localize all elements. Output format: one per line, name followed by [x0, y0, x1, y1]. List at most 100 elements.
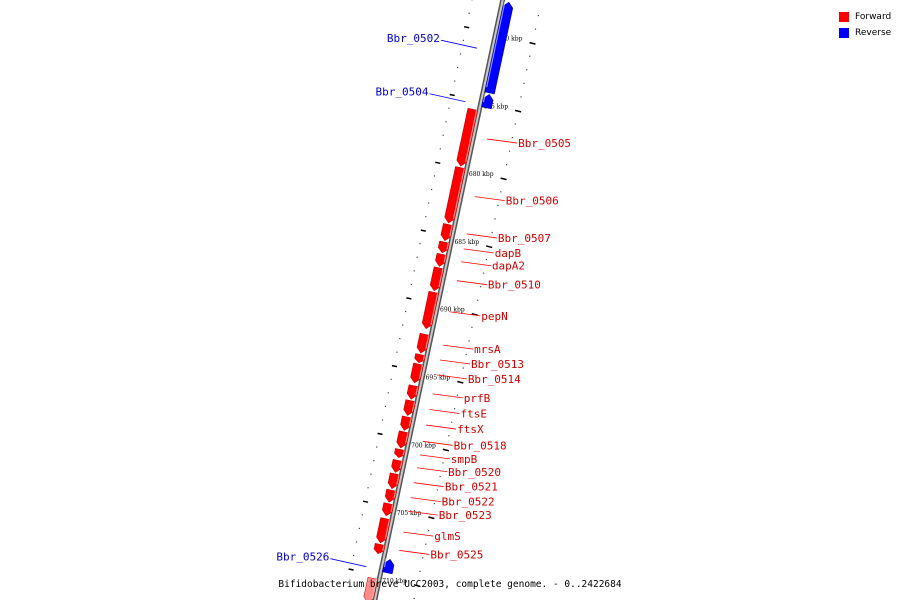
- gene-arrow[interactable]: [437, 240, 450, 254]
- gene-label[interactable]: Bbr_0504: [375, 86, 428, 99]
- gene-labels: Bbr_0502 Bbr_0504 Bbr_0505 Bbr_0506 Bbr_0507…: [276, 32, 571, 568]
- gene-leader: [439, 359, 471, 365]
- gene-highlight: [399, 461, 403, 469]
- minor-tick-right: [361, 514, 363, 516]
- gene-highlight: [438, 268, 444, 287]
- gene-arrow[interactable]: [421, 290, 439, 330]
- minor-tick-right: [457, 66, 459, 69]
- minor-tick-right: [416, 256, 418, 258]
- minor-tick-right: [402, 324, 404, 326]
- minor-tick: [465, 353, 467, 356]
- genome-caption: Bifidobacterium breve UCC2003, complete …: [278, 579, 622, 590]
- minor-tick-right: [413, 270, 415, 272]
- minor-tick: [471, 326, 473, 328]
- forward-swatch: [839, 12, 849, 22]
- gene-arrow[interactable]: [373, 543, 386, 555]
- minor-tick: [462, 367, 464, 369]
- gene-leader: [416, 467, 448, 473]
- gene-arrow[interactable]: [387, 472, 401, 490]
- gene-label[interactable]: Bbr_0507: [498, 232, 551, 245]
- gene-label[interactable]: Bbr_0510: [488, 279, 541, 292]
- gene-label[interactable]: ftsE: [460, 407, 487, 420]
- minor-tick: [526, 69, 528, 71]
- gene-arrow[interactable]: [376, 517, 391, 544]
- minor-tick-right: [454, 80, 456, 82]
- gene-label[interactable]: dapB: [495, 247, 522, 260]
- gene-arrow[interactable]: [414, 353, 426, 363]
- major-tick-right: [391, 364, 398, 368]
- gene-arrow[interactable]: [384, 488, 397, 503]
- gene-label[interactable]: pepN: [481, 310, 508, 323]
- minor-tick: [453, 408, 456, 410]
- legend-label-reverse: Reverse: [855, 28, 892, 38]
- gene-leader: [456, 280, 487, 286]
- gene-label[interactable]: Bbr_0525: [430, 548, 483, 561]
- gene-label[interactable]: Bbr_0505: [518, 137, 571, 150]
- minor-tick-right: [373, 460, 375, 462]
- gene-leader: [330, 558, 367, 568]
- gene-highlight: [384, 519, 391, 540]
- minor-tick: [523, 82, 525, 84]
- minor-tick-right: [459, 53, 462, 55]
- major-tick: [457, 380, 464, 384]
- gene-leader: [426, 424, 457, 430]
- minor-tick: [529, 55, 531, 57]
- gene-arrow[interactable]: [403, 399, 416, 416]
- gene-label[interactable]: ftsX: [457, 423, 484, 436]
- minor-tick: [456, 394, 459, 396]
- gene-highlight: [443, 254, 447, 263]
- gene-highlight: [486, 1, 506, 88]
- gene-label[interactable]: Bbr_0518: [454, 439, 507, 452]
- gene-label[interactable]: Bbr_0520: [448, 466, 501, 479]
- minor-tick-right: [442, 134, 444, 136]
- gene-label[interactable]: smpB: [451, 453, 478, 466]
- minor-tick: [425, 543, 427, 545]
- gene-arrow[interactable]: [394, 448, 406, 458]
- gene-arrow[interactable]: [391, 459, 404, 473]
- gene-leader: [450, 311, 481, 317]
- gene-arrow[interactable]: [429, 266, 445, 292]
- gene-label[interactable]: prfB: [464, 392, 491, 405]
- genome-backbone: [372, 0, 506, 600]
- gene-arrow[interactable]: [484, 1, 514, 95]
- gene-arrow[interactable]: [456, 107, 478, 167]
- gene-label[interactable]: Bbr_0506: [506, 195, 559, 208]
- kbp-tick-label: 700 kbp: [411, 442, 436, 449]
- gene-highlight: [411, 401, 416, 412]
- gene-leader: [460, 261, 491, 267]
- gene-label[interactable]: Bbr_0521: [445, 481, 498, 494]
- gene-arrow[interactable]: [382, 502, 394, 517]
- minor-tick-right: [347, 582, 349, 584]
- gene-leader: [419, 454, 450, 460]
- kbp-tick-label: 710 kbp: [382, 578, 407, 585]
- gene-label[interactable]: mrsA: [474, 343, 501, 356]
- gene-arrow[interactable]: [435, 252, 448, 267]
- minor-tick: [422, 557, 424, 559]
- gene-leader: [422, 440, 453, 446]
- backbone-highlight: [373, 0, 504, 600]
- gene-arrow[interactable]: [444, 166, 466, 224]
- minor-tick: [500, 191, 502, 193]
- major-tick-right: [435, 161, 441, 165]
- gene-label[interactable]: Bbr_0502: [387, 32, 440, 45]
- gene-arrow[interactable]: [406, 384, 420, 400]
- gene-leader: [407, 510, 438, 516]
- gene-leader: [443, 344, 474, 350]
- gene-label[interactable]: Bbr_0514: [468, 373, 521, 386]
- gene-track: [363, 1, 514, 600]
- gene-label[interactable]: Bbr_0513: [471, 358, 524, 371]
- gene-label[interactable]: Bbr_0526: [276, 551, 329, 564]
- gene-leader: [399, 550, 430, 555]
- gene-arrow[interactable]: [400, 415, 413, 431]
- gene-label[interactable]: Bbr_0523: [439, 509, 492, 522]
- strand-legend: Forward Reverse: [839, 9, 891, 41]
- gene-label[interactable]: dapA2: [492, 260, 525, 273]
- kbp-tick-label: 685 kbp: [454, 239, 479, 246]
- major-tick: [471, 312, 478, 316]
- kbp-tick-label: 670 kbp: [498, 36, 523, 43]
- major-tick-right: [377, 432, 383, 436]
- minor-tick-right: [405, 310, 407, 313]
- gene-highlight: [415, 386, 419, 396]
- gene-label[interactable]: Bbr_0522: [442, 496, 495, 509]
- gene-label[interactable]: glmS: [434, 530, 461, 543]
